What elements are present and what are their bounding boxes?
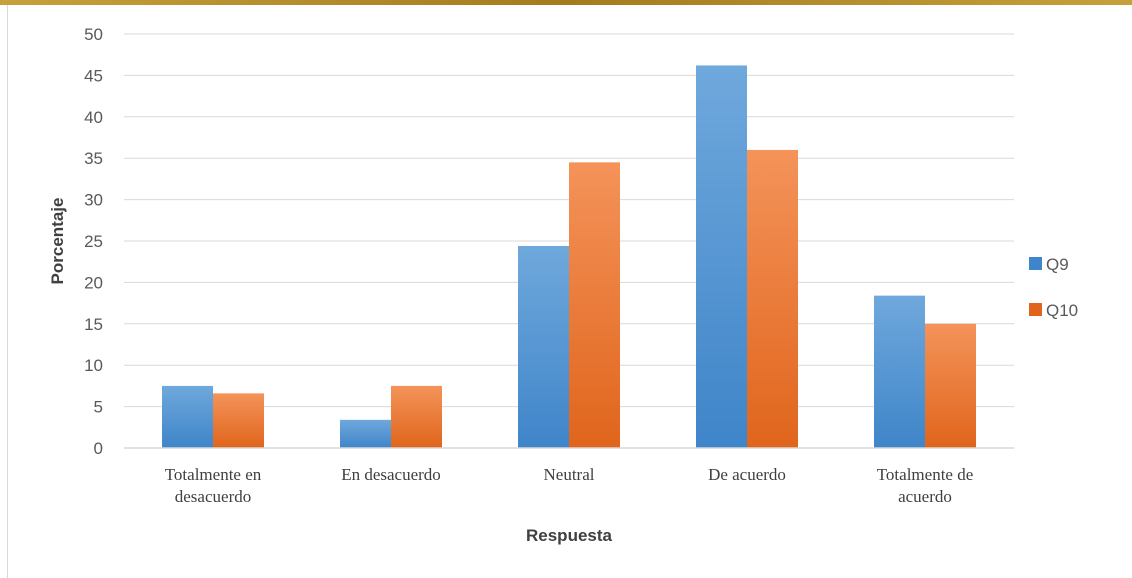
y-tick-label: 25 xyxy=(84,232,103,251)
bar-q10-1 xyxy=(391,385,442,448)
legend-label-q10: Q10 xyxy=(1046,301,1078,320)
y-tick-label: 50 xyxy=(84,25,103,44)
y-tick-label: 15 xyxy=(84,315,103,334)
x-category-label: En desacuerdo xyxy=(341,465,441,484)
y-axis-ticks: 0 5 10 15 20 25 30 35 40 45 50 xyxy=(84,25,103,458)
y-tick-label: 5 xyxy=(94,398,103,417)
y-axis-title: Porcentaje xyxy=(48,198,67,285)
x-axis-title: Respuesta xyxy=(526,526,613,545)
y-tick-label: 10 xyxy=(84,356,103,375)
bar-q9-4 xyxy=(874,295,925,448)
bars xyxy=(162,65,976,449)
y-tick-label: 40 xyxy=(84,108,103,127)
bar-q10-4 xyxy=(925,323,976,448)
y-tick-label: 30 xyxy=(84,191,103,210)
bar-q9-1 xyxy=(340,419,391,448)
legend: Q9 Q10 xyxy=(1029,255,1078,320)
frame-left-border xyxy=(7,5,8,578)
x-axis-categories: Totalmente en desacuerdo En desacuerdo Neut… xyxy=(165,465,974,506)
legend-swatch-q9 xyxy=(1029,257,1042,270)
y-tick-label: 0 xyxy=(94,439,103,458)
bar-q9-2 xyxy=(518,245,569,448)
bar-q9-0 xyxy=(162,385,213,448)
bar-q10-2 xyxy=(569,162,620,448)
x-category-label: De acuerdo xyxy=(708,465,786,484)
y-tick-label: 20 xyxy=(84,273,103,292)
legend-label-q9: Q9 xyxy=(1046,255,1069,274)
top-accent-band xyxy=(0,0,1132,5)
bar-q9-3 xyxy=(696,65,747,449)
x-category-label: Totalmente en desacuerdo xyxy=(165,465,262,506)
x-category-label: Totalmente de acuerdo xyxy=(877,465,974,506)
x-category-label: Neutral xyxy=(544,465,595,484)
bar-q10-0 xyxy=(213,393,264,448)
y-tick-label: 35 xyxy=(84,149,103,168)
legend-swatch-q10 xyxy=(1029,303,1042,316)
bar-q10-3 xyxy=(747,149,798,449)
y-tick-label: 45 xyxy=(84,66,103,85)
